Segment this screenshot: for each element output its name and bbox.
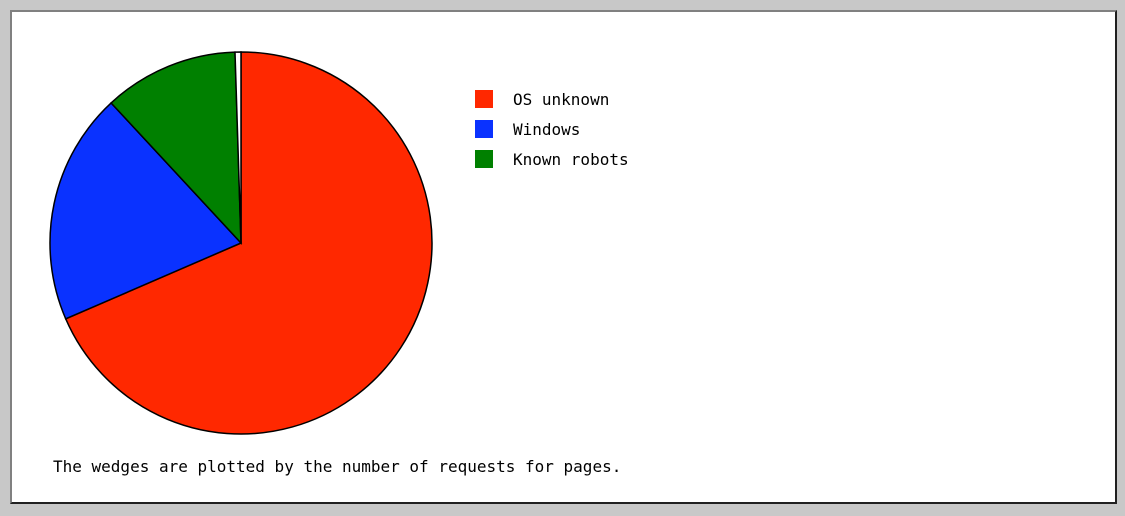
legend-swatch-known-robots: [475, 150, 493, 168]
pie-slice-known-robots: [110, 51, 242, 245]
legend-swatch-os-unknown: [475, 90, 493, 108]
legend-item-known-robots: Known robots: [475, 144, 629, 174]
chart-caption: The wedges are plotted by the number of …: [53, 457, 622, 476]
legend-label-os-unknown: OS unknown: [513, 89, 610, 109]
pie-slices: [49, 51, 433, 435]
legend-item-os-unknown: OS unknown: [475, 84, 629, 114]
legend-label-known-robots: Known robots: [513, 149, 629, 169]
pie-slice-other: [234, 51, 242, 244]
legend-item-windows: Windows: [475, 114, 629, 144]
legend-swatch-windows: [475, 120, 493, 138]
pie-slice-os-unknown: [64, 51, 433, 435]
legend: OS unknown Windows Known robots: [475, 84, 629, 174]
legend-label-windows: Windows: [513, 119, 581, 139]
pie-slice-windows: [49, 101, 243, 320]
